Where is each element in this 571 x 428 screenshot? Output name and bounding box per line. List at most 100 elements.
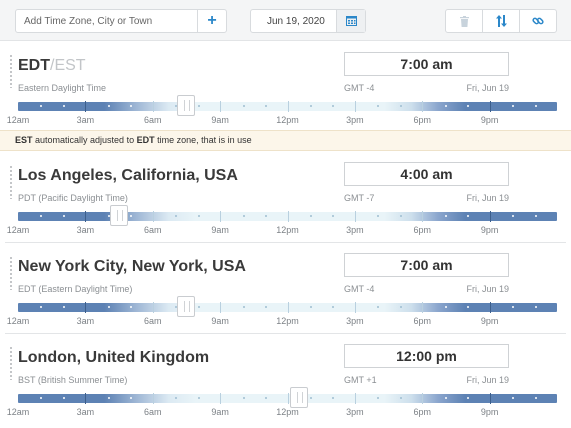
gmt-offset: GMT -4 xyxy=(344,284,375,294)
hour-label: 6am xyxy=(143,225,162,235)
trash-icon xyxy=(459,15,469,27)
hour-tick xyxy=(85,211,86,222)
hour-dot xyxy=(40,306,42,308)
calendar-button[interactable] xyxy=(336,10,365,32)
hour-label: 12pm xyxy=(276,115,299,125)
gmt-offset: GMT -4 xyxy=(344,83,375,93)
hour-slider-thumb[interactable] xyxy=(110,205,128,226)
hour-dot xyxy=(310,306,312,308)
hour-dot xyxy=(467,397,469,399)
hour-tick xyxy=(422,302,423,313)
hour-dot xyxy=(175,105,177,107)
hour-dot xyxy=(40,215,42,217)
hour-tick xyxy=(288,302,289,313)
drag-handle[interactable] xyxy=(9,256,13,290)
hour-tick xyxy=(422,393,423,404)
zone-title: New York City, New York, USA xyxy=(18,258,246,275)
hour-label: 9am xyxy=(211,115,229,125)
delete-button[interactable] xyxy=(446,10,483,32)
hour-tick xyxy=(288,101,289,112)
add-zone-button[interactable]: + xyxy=(197,10,226,32)
hour-label: 6am xyxy=(143,316,162,326)
hour-dot xyxy=(198,306,200,308)
hour-dot xyxy=(535,306,537,308)
hour-label: 12am xyxy=(6,407,30,417)
toolbar: + Jun 19, 2020 xyxy=(0,0,571,41)
link-button[interactable] xyxy=(520,10,556,32)
time-display[interactable]: 7:00 am xyxy=(344,253,509,277)
hour-label: 3pm xyxy=(346,225,364,235)
date-picker[interactable]: Jun 19, 2020 xyxy=(250,9,366,33)
zone-subtitle: Eastern Daylight Time xyxy=(18,83,107,93)
time-display[interactable]: 7:00 am xyxy=(344,52,509,76)
hour-dot xyxy=(63,397,65,399)
hour-label: 3am xyxy=(76,115,95,125)
hour-tick xyxy=(220,101,221,112)
drag-handle[interactable] xyxy=(9,165,13,199)
hour-dot xyxy=(332,215,334,217)
drag-handle[interactable] xyxy=(9,54,13,88)
hour-tick xyxy=(422,211,423,222)
zone-subtitle: PDT (Pacific Daylight Time) xyxy=(18,193,128,203)
hour-dot xyxy=(63,215,65,217)
hour-dot xyxy=(130,215,132,217)
hour-dot xyxy=(265,215,267,217)
tool-button-group xyxy=(445,9,557,33)
hour-dot xyxy=(310,215,312,217)
hour-slider-track[interactable] xyxy=(18,205,557,226)
hour-dot xyxy=(512,397,514,399)
hour-slider-thumb[interactable] xyxy=(290,387,308,408)
hour-dot xyxy=(400,215,402,217)
hour-label: 3pm xyxy=(346,115,364,125)
hour-dot xyxy=(377,306,379,308)
hour-slider-track[interactable] xyxy=(18,95,557,116)
hour-dot xyxy=(198,105,200,107)
drag-handle[interactable] xyxy=(9,346,13,380)
zone-subtitle: EDT (Eastern Daylight Time) xyxy=(18,284,133,294)
hour-slider-track[interactable] xyxy=(18,296,557,317)
divider xyxy=(5,242,566,243)
search-input[interactable] xyxy=(16,10,199,32)
hour-dot xyxy=(63,105,65,107)
hour-label: 12am xyxy=(6,115,30,125)
hour-tick xyxy=(355,101,356,112)
hour-dot xyxy=(512,105,514,107)
hour-dot xyxy=(40,397,42,399)
hour-labels: 12am 3am 6am 9am 12pm 3pm 6pm 9pm xyxy=(0,407,571,419)
hour-dot xyxy=(535,215,537,217)
hour-slider-track[interactable] xyxy=(18,387,557,408)
time-display[interactable]: 12:00 pm xyxy=(344,344,509,368)
hour-tick xyxy=(153,101,154,112)
sort-button[interactable] xyxy=(483,10,520,32)
hour-slider-thumb[interactable] xyxy=(177,296,195,317)
hour-tick xyxy=(153,211,154,222)
search-box: + xyxy=(15,9,227,33)
hour-dot xyxy=(332,397,334,399)
hour-tick xyxy=(288,211,289,222)
gmt-offset: GMT -7 xyxy=(344,193,375,203)
hour-dot xyxy=(265,105,267,107)
time-display[interactable]: 4:00 am xyxy=(344,162,509,186)
hour-dot xyxy=(198,215,200,217)
hour-dot xyxy=(175,215,177,217)
hour-tick xyxy=(422,101,423,112)
date-label: Fri, Jun 19 xyxy=(466,284,509,294)
hour-tick xyxy=(220,302,221,313)
hour-slider-thumb[interactable] xyxy=(177,95,195,116)
hour-dot xyxy=(40,105,42,107)
hour-tick xyxy=(355,211,356,222)
hour-label: 3am xyxy=(76,407,95,417)
hour-label: 3am xyxy=(76,316,95,326)
date-label: Fri, Jun 19 xyxy=(466,375,509,385)
date-label: Fri, Jun 19 xyxy=(466,83,509,93)
gmt-offset: GMT +1 xyxy=(344,375,377,385)
hour-dot xyxy=(198,397,200,399)
hour-dot xyxy=(310,397,312,399)
hour-dot xyxy=(130,397,132,399)
date-text: Jun 19, 2020 xyxy=(267,16,325,27)
hour-label: 12pm xyxy=(276,316,299,326)
hour-dot xyxy=(377,397,379,399)
hour-dot xyxy=(512,215,514,217)
hour-label: 3pm xyxy=(346,407,364,417)
hour-label: 12am xyxy=(6,316,30,326)
